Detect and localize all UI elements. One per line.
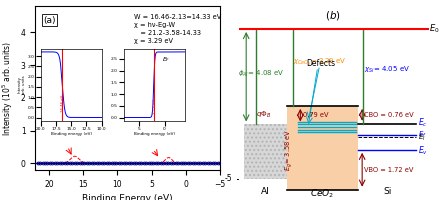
- Text: $E_g$= 3.58 eV: $E_g$= 3.58 eV: [284, 128, 295, 171]
- X-axis label: Binding Energy (eV): Binding Energy (eV): [82, 194, 173, 200]
- Text: $E_f$: $E_f$: [418, 130, 427, 140]
- Text: $q\Phi_B$: $q\Phi_B$: [256, 110, 271, 120]
- Text: $\chi_{Si}$= 4.05 eV: $\chi_{Si}$= 4.05 eV: [364, 65, 410, 75]
- Text: $\mathbf{\mathit{(b)}}$: $\mathbf{\mathit{(b)}}$: [325, 9, 341, 22]
- Bar: [287, 106, 358, 190]
- Y-axis label: Intensity (10$^5$ arb. units): Intensity (10$^5$ arb. units): [0, 40, 15, 136]
- Text: -5: -5: [225, 174, 233, 183]
- Text: $\chi_{CeO_2}$= 3.29 eV: $\chi_{CeO_2}$= 3.29 eV: [293, 57, 346, 68]
- Text: 0.79 eV: 0.79 eV: [303, 112, 328, 118]
- Text: CBO = 0.76 eV: CBO = 0.76 eV: [364, 112, 414, 118]
- Bar: [244, 124, 287, 179]
- Text: $E_i$: $E_i$: [418, 133, 426, 143]
- Text: $E_c$: $E_c$: [418, 117, 428, 129]
- Text: W = 16.46-2.13=14.33 eV
χ = hν-Eg-W
   = 21.2-3.58-14.33
χ = 3.29 eV: W = 16.46-2.13=14.33 eV χ = hν-Eg-W = 21…: [135, 14, 222, 44]
- Text: $E_v$: $E_v$: [418, 144, 428, 157]
- Text: (a): (a): [44, 16, 56, 25]
- Text: Defects: Defects: [306, 59, 335, 68]
- Text: Si: Si: [383, 187, 392, 196]
- Text: VBO = 1.72 eV: VBO = 1.72 eV: [364, 167, 414, 173]
- Bar: [244, 124, 287, 179]
- Text: Al: Al: [261, 187, 270, 196]
- Text: $CeO_2$: $CeO_2$: [310, 187, 335, 200]
- Text: $E_0$: $E_0$: [429, 23, 440, 35]
- Text: $\phi_{Al}$= 4.08 eV: $\phi_{Al}$= 4.08 eV: [238, 69, 285, 79]
